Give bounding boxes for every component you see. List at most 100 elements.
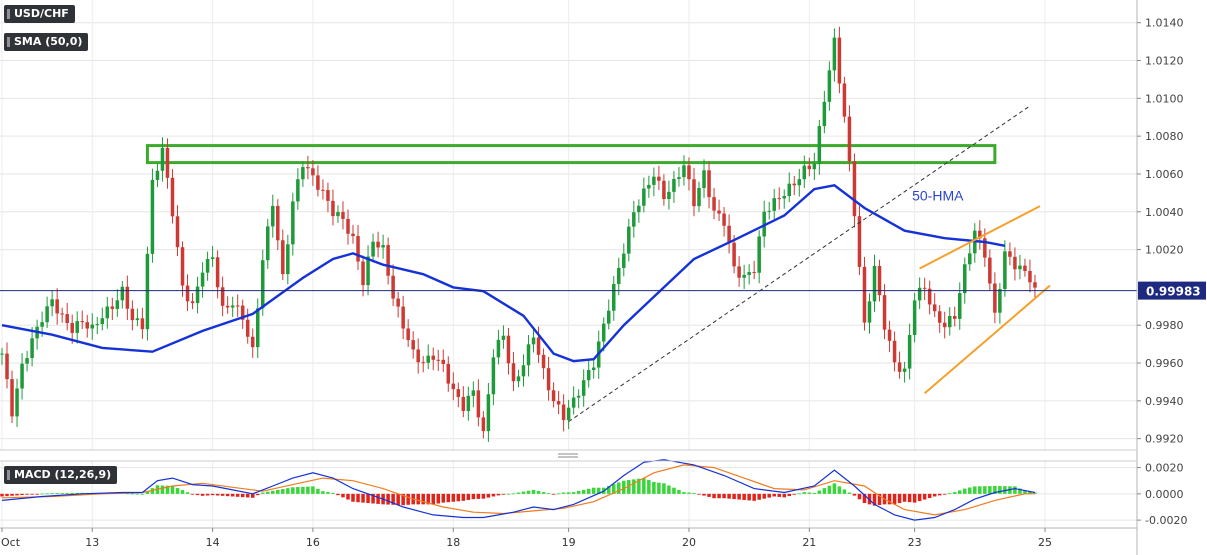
candle-body	[932, 304, 937, 312]
macd-histogram-bar	[235, 493, 240, 497]
macd-histogram-bar	[286, 488, 290, 494]
candle-body	[291, 201, 295, 245]
macd-histogram-bar	[10, 493, 14, 496]
macd-histogram-bar	[255, 493, 260, 496]
candle-body	[245, 319, 250, 337]
candle-body	[817, 126, 822, 165]
macd-histogram-bar	[356, 493, 360, 503]
candle-body	[5, 353, 9, 380]
candle-body	[341, 212, 345, 219]
candle-body	[346, 218, 350, 234]
macd-histogram-bar	[421, 493, 425, 505]
macd-histogram-bar	[912, 493, 917, 503]
candle-body	[782, 196, 787, 199]
candle-body	[250, 336, 255, 348]
x-tick-label: 25	[1038, 536, 1052, 549]
candle-body	[160, 147, 165, 171]
candle-body	[566, 407, 571, 421]
candle-body	[697, 187, 701, 207]
candle-body	[642, 188, 646, 206]
y-tick-label: 1.0040	[1145, 206, 1184, 219]
macd-histogram-bar	[501, 493, 506, 495]
macd-histogram-bar	[1013, 486, 1017, 494]
candle-body	[195, 286, 200, 304]
candle-body	[827, 70, 832, 102]
macd-histogram-bar	[677, 489, 681, 494]
macd-histogram-bar	[140, 493, 145, 495]
candle-body	[742, 274, 746, 278]
candle-body	[336, 212, 340, 217]
macd-histogram-bar	[326, 492, 330, 494]
macd-histogram-bar	[281, 489, 285, 494]
x-tick-label: Oct	[1, 536, 21, 549]
macd-histogram-bar	[225, 493, 230, 497]
y-tick-label: 1.0100	[1145, 92, 1184, 105]
macd-histogram-bar	[627, 480, 631, 494]
candle-body	[205, 258, 210, 273]
macd-histogram-bar	[511, 493, 516, 495]
macd-histogram-bar	[632, 479, 636, 494]
macd-histogram-bar	[25, 493, 29, 495]
macd-histogram-bar	[561, 492, 566, 494]
candle-body	[235, 305, 240, 307]
macd-histogram-bar	[416, 493, 420, 505]
candle-body	[687, 165, 691, 180]
macd-histogram-bar	[536, 490, 541, 494]
macd-histogram-bar	[271, 490, 275, 494]
candle-body	[80, 321, 84, 323]
candle-body	[100, 318, 105, 325]
macd-histogram-bar	[180, 490, 185, 494]
macd-histogram-bar	[546, 493, 551, 494]
candle-body	[536, 337, 541, 355]
candle-body	[576, 395, 581, 398]
macd-histogram-bar	[581, 489, 586, 494]
candle-body	[822, 101, 827, 127]
candle-body	[662, 180, 666, 200]
candle-body	[912, 300, 917, 335]
candle-body	[516, 376, 521, 382]
candle-body	[286, 244, 290, 275]
macd-histogram-bar	[441, 493, 446, 503]
macd-histogram-bar	[396, 493, 400, 506]
candle-body	[316, 175, 320, 190]
candle-body	[601, 323, 606, 342]
x-tick-label: 18	[446, 536, 460, 549]
candle-body	[260, 260, 265, 309]
macd-histogram-bar	[707, 493, 711, 497]
macd-histogram-bar	[5, 493, 9, 497]
macd-histogram-bar	[240, 493, 245, 498]
candle-body	[882, 295, 887, 330]
candle-body	[667, 191, 671, 200]
macd-line	[1, 459, 1036, 521]
candle-body	[1013, 256, 1017, 270]
symbol-label[interactable]: USD/CHF	[4, 5, 75, 23]
macd-histogram-bar	[200, 493, 205, 496]
macd-histogram-bar	[767, 493, 771, 498]
macd-histogram-bar	[321, 491, 325, 494]
candle-body	[406, 328, 410, 341]
macd-label[interactable]: MACD (12,26,9)	[4, 466, 118, 484]
macd-y-tick-label: -0.0020	[1145, 514, 1187, 527]
macd-histogram-bar	[712, 493, 716, 499]
macd-histogram-bar	[591, 487, 596, 494]
macd-histogram-bar	[837, 486, 842, 494]
macd-histogram-bar	[401, 493, 405, 506]
candle-body	[491, 357, 496, 395]
macd-histogram-bar	[436, 493, 441, 504]
candle-body	[175, 216, 180, 248]
candle-body	[461, 396, 466, 412]
macd-histogram-bar	[526, 490, 531, 494]
x-tick-label: 23	[908, 536, 922, 549]
candle-body	[622, 253, 626, 268]
candle-body	[652, 176, 656, 185]
candle-body	[0, 353, 4, 355]
candle-body	[521, 365, 526, 377]
macd-histogram-bar	[1033, 492, 1037, 494]
macd-histogram-bar	[346, 493, 350, 500]
macd-y-tick-label: 0.0020	[1145, 462, 1184, 475]
macd-histogram-bar	[787, 493, 792, 497]
indicator-label[interactable]: SMA (50,0)	[4, 33, 89, 51]
macd-histogram-bar	[170, 485, 175, 494]
hma-label: 50-HMA	[912, 187, 964, 203]
candle-body	[215, 257, 220, 288]
